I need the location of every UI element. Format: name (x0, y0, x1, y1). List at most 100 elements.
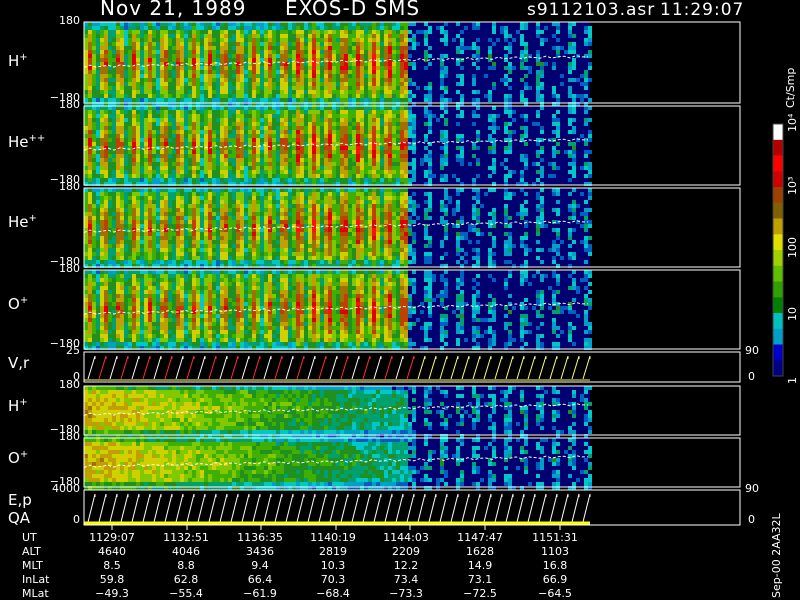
y-tick-top: 25 (66, 344, 80, 357)
colorbar-tick-label: 100 (786, 237, 799, 258)
y-tick-bottom: 0 (73, 513, 80, 526)
ephemeris-cell: 1132:51 (163, 531, 209, 544)
ephemeris-cell: 8.5 (103, 559, 121, 572)
header-time: 11:29:07 (660, 0, 745, 20)
ephemeris-cell: 66.9 (542, 573, 568, 586)
panel-frame (83, 351, 741, 383)
panel-label: E,p (8, 491, 32, 509)
panel-label: He+ (8, 213, 37, 231)
ephemeris-cell: −61.9 (243, 587, 277, 600)
colorbar-swatch (773, 234, 783, 251)
colorbar-swatch (773, 328, 783, 346)
spectrogram-panel (83, 270, 592, 350)
ephemeris-cell: 1140:19 (310, 531, 356, 544)
colorbar-swatch (773, 344, 783, 361)
y-tick-bottom: −180 (49, 475, 80, 488)
energy-trace (84, 493, 591, 525)
panel-label: O+ (8, 295, 29, 313)
ephemeris-cell: 1129:07 (89, 531, 135, 544)
y-tick-top: 180 (59, 98, 80, 111)
ephemeris-cell: 2819 (319, 545, 347, 558)
y-tick-bottom: 0 (73, 370, 80, 383)
y-tick-top: 180 (59, 430, 80, 443)
ephemeris-cell: −68.4 (316, 587, 350, 600)
spectrogram-panel (83, 386, 592, 438)
colorbar-swatch (773, 171, 783, 188)
ephemeris-cell: 14.9 (467, 559, 493, 572)
colorbar-swatch (773, 124, 783, 141)
panel-frame (83, 489, 741, 526)
ephemeris-cell: 4046 (172, 545, 200, 558)
right-tick-bottom: 0 (748, 370, 755, 383)
ephemeris-cell: 10.3 (320, 559, 346, 572)
ephemeris-cell: 2209 (392, 545, 420, 558)
y-tick-top: 4000 (52, 482, 80, 495)
ephemeris-cell: 62.8 (173, 573, 199, 586)
panel-frame (83, 187, 741, 268)
colorbar-swatch (773, 218, 783, 235)
colorbar-tick-label: 10⁴ (786, 113, 799, 132)
ephemeris-row-label: MLT (22, 559, 43, 572)
footer-version: Sep-00 2AA32L (770, 513, 783, 598)
y-tick-bottom: −180 (49, 423, 80, 436)
header-file: s9112103.asr (527, 0, 656, 20)
ephemeris-cell: −55.4 (169, 587, 203, 600)
ephemeris-cell: 59.8 (99, 573, 125, 586)
y-tick-bottom: −180 (49, 337, 80, 350)
ephemeris-cell: 4640 (98, 545, 126, 558)
colorbar-unit: Ct/Smp (784, 67, 797, 108)
colorbar-swatch (773, 297, 783, 314)
colorbar-swatch (773, 187, 783, 204)
colorbar-swatch (773, 281, 783, 298)
ephemeris-cell: 1144:03 (383, 531, 429, 544)
header-date: Nov 21, 1989 (100, 0, 247, 20)
colorbar-tick-label: 10 (786, 307, 799, 321)
ephemeris-cell: 1103 (541, 545, 569, 558)
y-tick-bottom: −180 (49, 255, 80, 268)
ephemeris-row-label: MLat (22, 587, 49, 600)
colorbar-tick-label: 1 (786, 377, 799, 384)
panel-frame (83, 385, 741, 436)
y-tick-top: 180 (59, 378, 80, 391)
colorbar-swatch (773, 139, 783, 157)
colorbar-frame (772, 123, 784, 377)
spectrogram-panel (83, 22, 592, 106)
right-tick-top: 90 (745, 482, 759, 495)
ephemeris-cell: 3436 (246, 545, 274, 558)
spectrogram-panel (83, 188, 592, 268)
ephemeris-cell: −73.3 (389, 587, 423, 600)
colorbar-swatch (773, 313, 783, 330)
ephemeris-cell: 16.8 (542, 559, 568, 572)
ephemeris-cell: 70.3 (320, 573, 346, 586)
ephemeris-cell: −49.3 (95, 587, 129, 600)
velocity-trace (84, 355, 591, 381)
right-tick-top: 90 (745, 344, 759, 357)
panel-frame (83, 21, 741, 104)
panel-label: H+ (8, 397, 28, 415)
panel-frame (83, 269, 741, 350)
colorbar-swatch (773, 265, 783, 283)
ephemeris-row-label: ALT (22, 545, 41, 558)
panel-frame (83, 105, 741, 186)
ephemeris-cell: 73.1 (467, 573, 493, 586)
panel-label-qa: QA (8, 509, 31, 527)
spectrogram-panel (83, 438, 592, 490)
ephemeris-cell: 1136:35 (237, 531, 283, 544)
ephemeris-cell: 1151:31 (532, 531, 578, 544)
ephemeris-row-label: UT (22, 531, 37, 544)
ephemeris-cell: 1147:47 (457, 531, 503, 544)
colorbar-swatch (773, 250, 783, 267)
ephemeris-cell: 66.4 (247, 573, 273, 586)
panel-label: O+ (8, 449, 29, 467)
panel-label: He++ (8, 133, 46, 151)
spectrogram-panel (83, 106, 592, 186)
ephemeris-row-label: InLat (22, 573, 50, 586)
colorbar-swatch (773, 155, 783, 172)
y-tick-bottom: −180 (49, 91, 80, 104)
ephemeris-cell: −72.5 (463, 587, 497, 600)
right-tick-bottom: 0 (748, 513, 755, 526)
ephemeris-cell: −64.5 (538, 587, 572, 600)
ephemeris-cell: 8.8 (177, 559, 195, 572)
y-tick-top: 180 (59, 14, 80, 27)
